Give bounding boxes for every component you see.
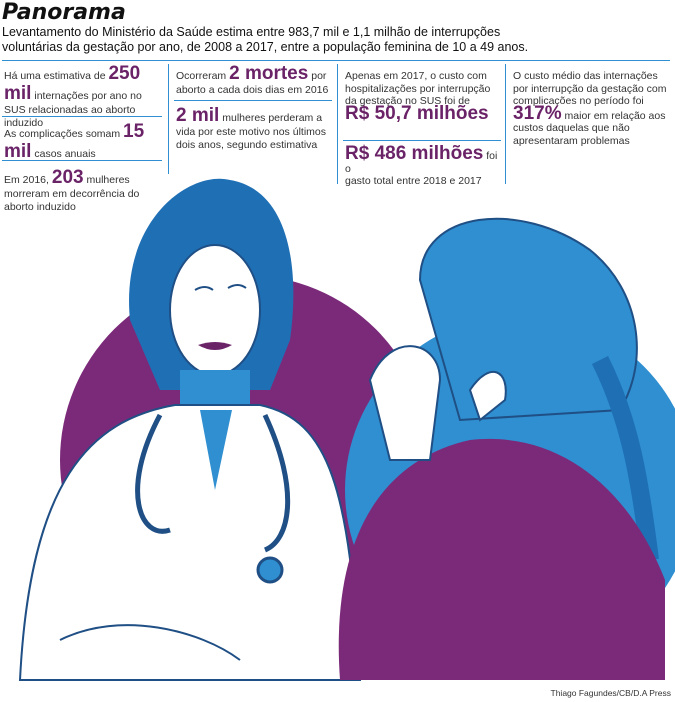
- stat-number: R$ 50,7 milhões: [345, 102, 489, 124]
- stat-text: As complicações somam: [4, 128, 121, 140]
- col3-rule: [343, 140, 501, 141]
- stat-text: Ocorreram: [176, 70, 227, 82]
- stat-mortes-2016: Em 2016, 203 mulheres morreram em decorr…: [4, 168, 164, 213]
- stat-number: 250 mil: [4, 63, 141, 104]
- page-title: Panorama: [2, 0, 126, 25]
- stat-internacoes: Há uma estimativa de 250 mil internações…: [4, 64, 164, 129]
- patient-figure: [338, 217, 665, 680]
- stat-number: 2 mil: [176, 105, 220, 126]
- stat-text: casos anuais: [34, 148, 96, 160]
- stat-text: Em 2016,: [4, 174, 49, 186]
- stat-number: 15 mil: [4, 121, 145, 162]
- divider-3: [505, 64, 506, 184]
- stat-duas-mortes: Ocorreram 2 mortes por aborto a cada doi…: [176, 64, 332, 97]
- stat-text: Apenas em 2017, o custo com hospitalizaç…: [345, 70, 491, 107]
- stat-number: R$ 486 milhões: [345, 143, 484, 164]
- stat-custo-medio: O custo médio das internações por interr…: [513, 70, 669, 147]
- col1-rule-a: [2, 116, 162, 117]
- stat-text: Há uma estimativa de: [4, 70, 106, 82]
- col1-rule-b: [2, 160, 162, 161]
- top-rule: [2, 60, 670, 61]
- doctor-figure: [18, 178, 362, 681]
- stat-text: mulheres morreram em decorrência do abor…: [4, 174, 140, 213]
- col2-rule: [174, 100, 332, 101]
- photo-credit: Thiago Fagundes/CB/D.A Press: [550, 688, 671, 698]
- stat-number: 317%: [513, 102, 562, 124]
- stat-complicacoes: As complicações somam 15 mil casos anuai…: [4, 122, 164, 162]
- stat-text: por aborto a cada dois dias em 2016: [176, 70, 329, 96]
- stat-text: gasto total entre 2018 e 2017: [345, 175, 482, 187]
- stat-text: foi o: [345, 150, 498, 175]
- stat-text: mulheres perderam a vida por este motivo…: [176, 112, 326, 151]
- divider-2: [337, 64, 338, 184]
- illustration: [18, 178, 675, 681]
- stat-custo-2017: Apenas em 2017, o custo com hospitalizaç…: [345, 70, 501, 124]
- stat-gasto-total: R$ 486 milhões foi o gasto total entre 2…: [345, 144, 501, 188]
- stat-text: O custo médio das internações por interr…: [513, 70, 667, 107]
- stat-number: 2 mortes: [229, 63, 309, 84]
- stat-duas-mil: 2 mil mulheres perderam a vida por este …: [176, 106, 332, 151]
- divider-1: [168, 64, 169, 174]
- subtitle: Levantamento do Ministério da Saúde esti…: [2, 25, 529, 54]
- stat-text: internações por ano no SUS relacionadas …: [4, 90, 142, 129]
- stat-text: maior em relação aos custos daquelas que…: [513, 109, 666, 147]
- stat-number: 203: [51, 167, 84, 188]
